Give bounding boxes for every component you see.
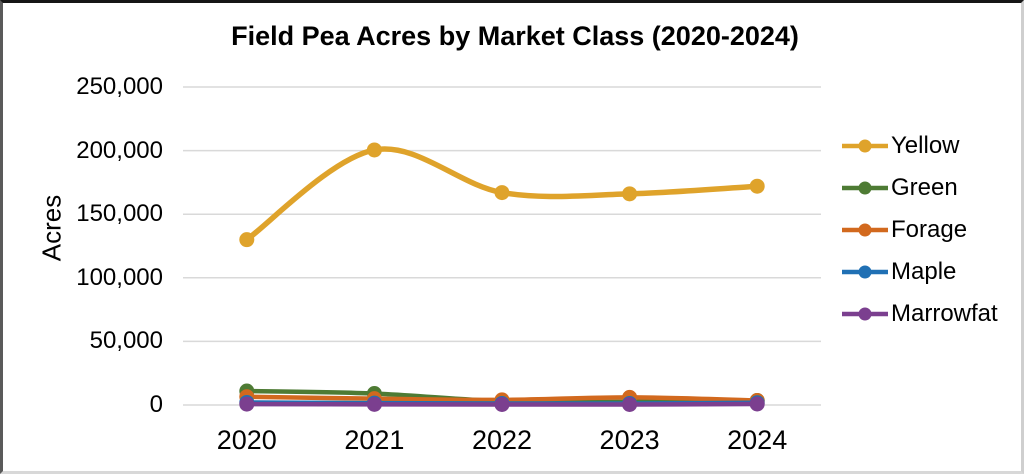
- x-tick-label: 2023: [599, 425, 660, 455]
- legend-marker-maple: [842, 265, 888, 279]
- data-point-marrowfat-2022: [494, 396, 510, 412]
- x-tick-label: 2024: [727, 425, 788, 455]
- legend-label: Forage: [891, 216, 968, 243]
- y-tick-label: 250,000: [76, 73, 163, 100]
- data-point-marrowfat-2024: [749, 396, 765, 412]
- data-point-marrowfat-2023: [622, 396, 638, 412]
- y-tick-label: 100,000: [76, 263, 163, 291]
- legend-item-maple: Maple: [841, 251, 998, 293]
- data-point-marrowfat-2020: [239, 396, 255, 412]
- data-point-yellow-2020: [239, 232, 255, 248]
- y-tick-label: 200,000: [76, 136, 163, 164]
- data-point-yellow-2023: [622, 186, 638, 202]
- x-tick-label: 2020: [216, 425, 277, 455]
- legend-label: Yellow: [891, 132, 960, 159]
- data-point-yellow-2021: [366, 142, 382, 158]
- legend-marker-green: [842, 181, 888, 195]
- legend: Yellow Green Forage Maple Marrowfat: [841, 125, 998, 335]
- legend-item-forage: Forage: [841, 209, 998, 251]
- data-point-yellow-2022: [494, 185, 510, 201]
- x-tick-label: 2021: [344, 425, 405, 455]
- y-tick-label: 0: [149, 391, 163, 418]
- plot-area: [183, 86, 821, 412]
- legend-marker-yellow: [842, 139, 888, 153]
- data-point-marrowfat-2021: [366, 396, 382, 412]
- chart-title: Field Pea Acres by Market Class (2020-20…: [231, 21, 799, 51]
- legend-marker-forage: [842, 223, 888, 237]
- y-tick-label: 50,000: [89, 327, 163, 355]
- legend-label: Green: [891, 174, 958, 201]
- legend-marker-marrowfat: [842, 307, 888, 321]
- data-point-yellow-2024: [749, 178, 765, 194]
- legend-label: Maple: [891, 258, 957, 285]
- legend-item-green: Green: [841, 167, 998, 209]
- legend-item-yellow: Yellow: [841, 125, 998, 167]
- legend-item-marrowfat: Marrowfat: [841, 293, 998, 335]
- legend-label: Marrowfat: [891, 300, 998, 327]
- y-tick-label: 150,000: [76, 200, 163, 228]
- x-tick-label: 2022: [471, 425, 533, 455]
